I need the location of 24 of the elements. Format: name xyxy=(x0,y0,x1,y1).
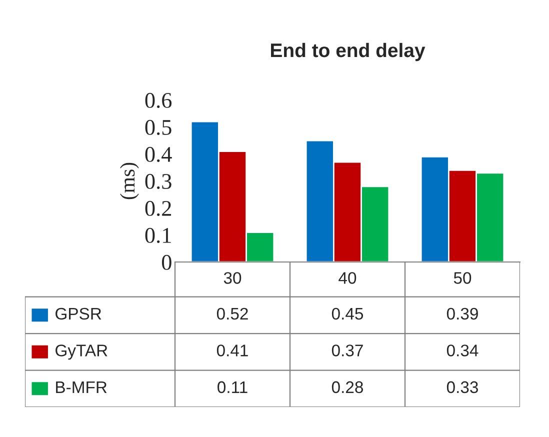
legend-label: GyTAR xyxy=(56,344,108,360)
y-axis-title: (ms) xyxy=(120,162,139,200)
x-tick-label: 50 xyxy=(454,272,472,284)
data-label: 0.52 xyxy=(216,308,248,320)
legend-label: B-MFR xyxy=(56,381,107,393)
y-tick-label: 0.2 xyxy=(145,200,171,216)
y-tick-label: 0 xyxy=(162,254,172,270)
data-label: 0.37 xyxy=(332,344,363,356)
data-label: 0.11 xyxy=(218,381,248,394)
y-tick-label: 0.6 xyxy=(145,92,172,108)
data-label: 0.41 xyxy=(216,344,248,356)
y-tick-label: 0.3 xyxy=(145,174,172,190)
x-tick-label: 30 xyxy=(224,272,242,284)
data-label: 0.45 xyxy=(332,308,364,320)
y-tick-label: 0.4 xyxy=(145,146,172,162)
y-tick-label: 0.5 xyxy=(145,120,172,136)
x-tick-label: 40 xyxy=(338,272,356,284)
y-tick-label: 0.1 xyxy=(145,228,171,244)
data-label: 0.34 xyxy=(446,344,478,356)
legend-label: GPSR xyxy=(56,308,102,320)
chart-title: End to end delay xyxy=(271,42,426,62)
data-label: 0.33 xyxy=(446,381,478,394)
data-label: 0.39 xyxy=(446,308,478,320)
data-label: 0.28 xyxy=(332,381,363,394)
